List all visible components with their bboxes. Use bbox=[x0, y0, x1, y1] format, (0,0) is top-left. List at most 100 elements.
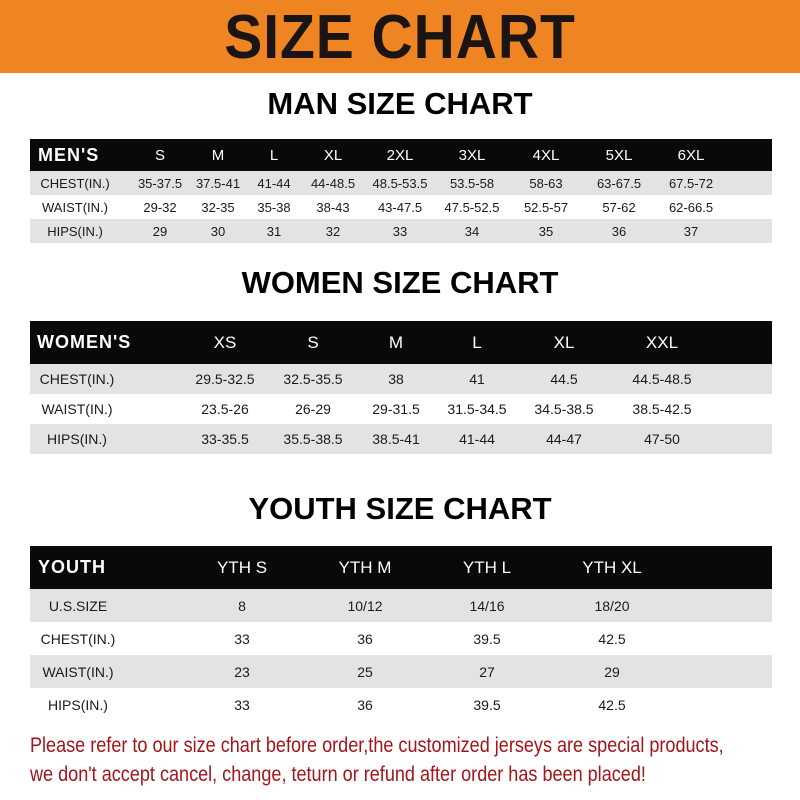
youth-section-title: YOUTH SIZE CHART bbox=[248, 491, 552, 526]
table-header-row: MEN'S S M L XL 2XL 3XL 4XL 5XL 6XL bbox=[30, 139, 772, 171]
table-cell: 29 bbox=[152, 223, 168, 239]
table-cell: 18/20 bbox=[594, 597, 630, 614]
table-cell: 32.5-35.5 bbox=[283, 371, 343, 387]
measurement-label: HIPS(IN.) bbox=[47, 431, 107, 447]
size-column-header: L bbox=[472, 332, 482, 352]
table-cell: 32-35 bbox=[201, 199, 235, 215]
table-cell: 25 bbox=[357, 663, 373, 680]
table-cell: 35-37.5 bbox=[137, 175, 183, 191]
table-cell: 34 bbox=[464, 223, 480, 239]
table-cell: 29-31.5 bbox=[372, 401, 420, 417]
table-cell: 36 bbox=[611, 223, 627, 239]
table-cell: 10/12 bbox=[347, 597, 383, 614]
size-column-header: 2XL bbox=[386, 146, 414, 164]
table-category-label: MEN'S bbox=[38, 144, 100, 165]
table-cell: 43-47.5 bbox=[377, 199, 423, 215]
size-column-header: XL bbox=[323, 146, 343, 164]
table-row: WAIST(IN.) 29-32 32-35 35-38 38-43 43-47.5 47.… bbox=[30, 195, 772, 219]
banner-title: SIZE CHART bbox=[224, 3, 576, 72]
youth-size-table: YOUTH YTH S YTH M YTH L YTH XL U.S.SIZE 8 10/12… bbox=[30, 546, 772, 721]
women-size-table: WOMEN'S XS S M L XL XXL CHEST(IN.) 29.5-32.5 32.5… bbox=[30, 321, 772, 454]
table-cell: 52.5-57 bbox=[523, 199, 569, 215]
table-cell: 42.5 bbox=[598, 696, 626, 713]
table-cell: 42.5 bbox=[598, 630, 626, 647]
table-cell: 8 bbox=[238, 597, 246, 614]
table-cell: 34.5-38.5 bbox=[534, 401, 594, 417]
measurement-label: CHEST(IN.) bbox=[40, 630, 116, 647]
table-header-row: WOMEN'S XS S M L XL XXL bbox=[30, 321, 772, 364]
table-cell: 35 bbox=[538, 223, 554, 239]
table-cell: 44.5-48.5 bbox=[632, 371, 692, 387]
table-cell: 33 bbox=[392, 223, 408, 239]
table-cell: 14/16 bbox=[469, 597, 505, 614]
table-row: WAIST(IN.) 23 25 27 29 bbox=[30, 655, 772, 688]
table-row: WAIST(IN.) 23.5-26 26-29 29-31.5 31.5-34.5 34… bbox=[30, 394, 772, 424]
measurement-label: WAIST(IN.) bbox=[42, 663, 114, 680]
table-row: HIPS(IN.) 33-35.5 35.5-38.5 38.5-41 41-44 44-… bbox=[30, 424, 772, 454]
size-column-header: YTH L bbox=[462, 557, 512, 577]
table-cell: 33 bbox=[234, 630, 250, 647]
table-cell: 44.5 bbox=[550, 371, 578, 387]
size-column-header: S bbox=[307, 332, 319, 352]
table-row: HIPS(IN.) 29 30 31 32 33 34 35 36 37 bbox=[30, 219, 772, 243]
table-cell: 39.5 bbox=[473, 696, 501, 713]
measurement-label: HIPS(IN.) bbox=[48, 696, 108, 713]
table-cell: 32 bbox=[325, 223, 341, 239]
table-cell: 58-63 bbox=[529, 175, 563, 191]
size-column-header: 5XL bbox=[605, 146, 633, 164]
table-cell: 38-43 bbox=[316, 199, 350, 215]
table-row: CHEST(IN.) 33 36 39.5 42.5 bbox=[30, 622, 772, 655]
measurement-label: U.S.SIZE bbox=[48, 597, 108, 614]
size-column-header: YTH XL bbox=[582, 557, 642, 577]
table-cell: 38.5-41 bbox=[372, 431, 420, 447]
table-cell: 47.5-52.5 bbox=[444, 199, 500, 215]
notice-line-1: Please refer to our size chart before or… bbox=[30, 734, 724, 757]
size-column-header: L bbox=[269, 146, 279, 164]
table-cell: 53.5-58 bbox=[449, 175, 495, 191]
table-cell: 47-50 bbox=[644, 431, 680, 447]
table-cell: 62-66.5 bbox=[668, 199, 714, 215]
table-cell: 41 bbox=[469, 371, 485, 387]
table-cell: 38 bbox=[388, 371, 404, 387]
table-cell: 44-48.5 bbox=[310, 175, 356, 191]
women-section-title: WOMEN SIZE CHART bbox=[241, 265, 559, 300]
table-cell: 36 bbox=[357, 630, 373, 647]
size-column-header: XS bbox=[213, 332, 237, 352]
table-cell: 41-44 bbox=[257, 175, 291, 191]
size-column-header: YTH S bbox=[216, 557, 268, 577]
table-cell: 30 bbox=[210, 223, 226, 239]
table-row: CHEST(IN.) 35-37.5 37.5-41 41-44 44-48.5 48.5… bbox=[30, 171, 772, 195]
table-cell: 36 bbox=[357, 696, 373, 713]
size-column-header: S bbox=[154, 146, 166, 164]
measurement-label: CHEST(IN.) bbox=[40, 175, 110, 191]
table-cell: 37.5-41 bbox=[195, 175, 241, 191]
table-row: U.S.SIZE 8 10/12 14/16 18/20 bbox=[30, 589, 772, 622]
table-cell: 33-35.5 bbox=[201, 431, 249, 447]
table-cell: 29.5-32.5 bbox=[195, 371, 255, 387]
table-cell: 31 bbox=[266, 223, 282, 239]
men-section-title: MAN SIZE CHART bbox=[267, 86, 533, 121]
table-cell: 39.5 bbox=[473, 630, 501, 647]
table-cell: 41-44 bbox=[459, 431, 495, 447]
table-cell: 57-62 bbox=[602, 199, 636, 215]
table-cell: 27 bbox=[479, 663, 495, 680]
size-column-header: XL bbox=[553, 332, 575, 352]
measurement-label: HIPS(IN.) bbox=[47, 223, 103, 239]
table-cell: 37 bbox=[683, 223, 699, 239]
table-row: CHEST(IN.) 29.5-32.5 32.5-35.5 38 41 44.5 44.5… bbox=[30, 364, 772, 394]
table-category-label: YOUTH bbox=[38, 557, 106, 577]
table-cell: 35-38 bbox=[257, 199, 291, 215]
table-cell: 38.5-42.5 bbox=[632, 401, 692, 417]
table-cell: 48.5-53.5 bbox=[372, 175, 428, 191]
table-cell: 29-32 bbox=[143, 199, 177, 215]
measurement-label: WAIST(IN.) bbox=[41, 401, 113, 417]
men-size-table: MEN'S S M L XL 2XL 3XL 4XL 5XL 6XL CHEST(IN.) 35-37… bbox=[30, 139, 772, 243]
size-column-header: 6XL bbox=[677, 146, 705, 164]
size-column-header: 4XL bbox=[532, 146, 560, 164]
table-cell: 23 bbox=[234, 663, 250, 680]
size-column-header: XXL bbox=[645, 332, 679, 352]
size-column-header: 3XL bbox=[458, 146, 486, 164]
table-cell: 35.5-38.5 bbox=[283, 431, 343, 447]
table-cell: 29 bbox=[604, 663, 620, 680]
table-cell: 31.5-34.5 bbox=[447, 401, 507, 417]
